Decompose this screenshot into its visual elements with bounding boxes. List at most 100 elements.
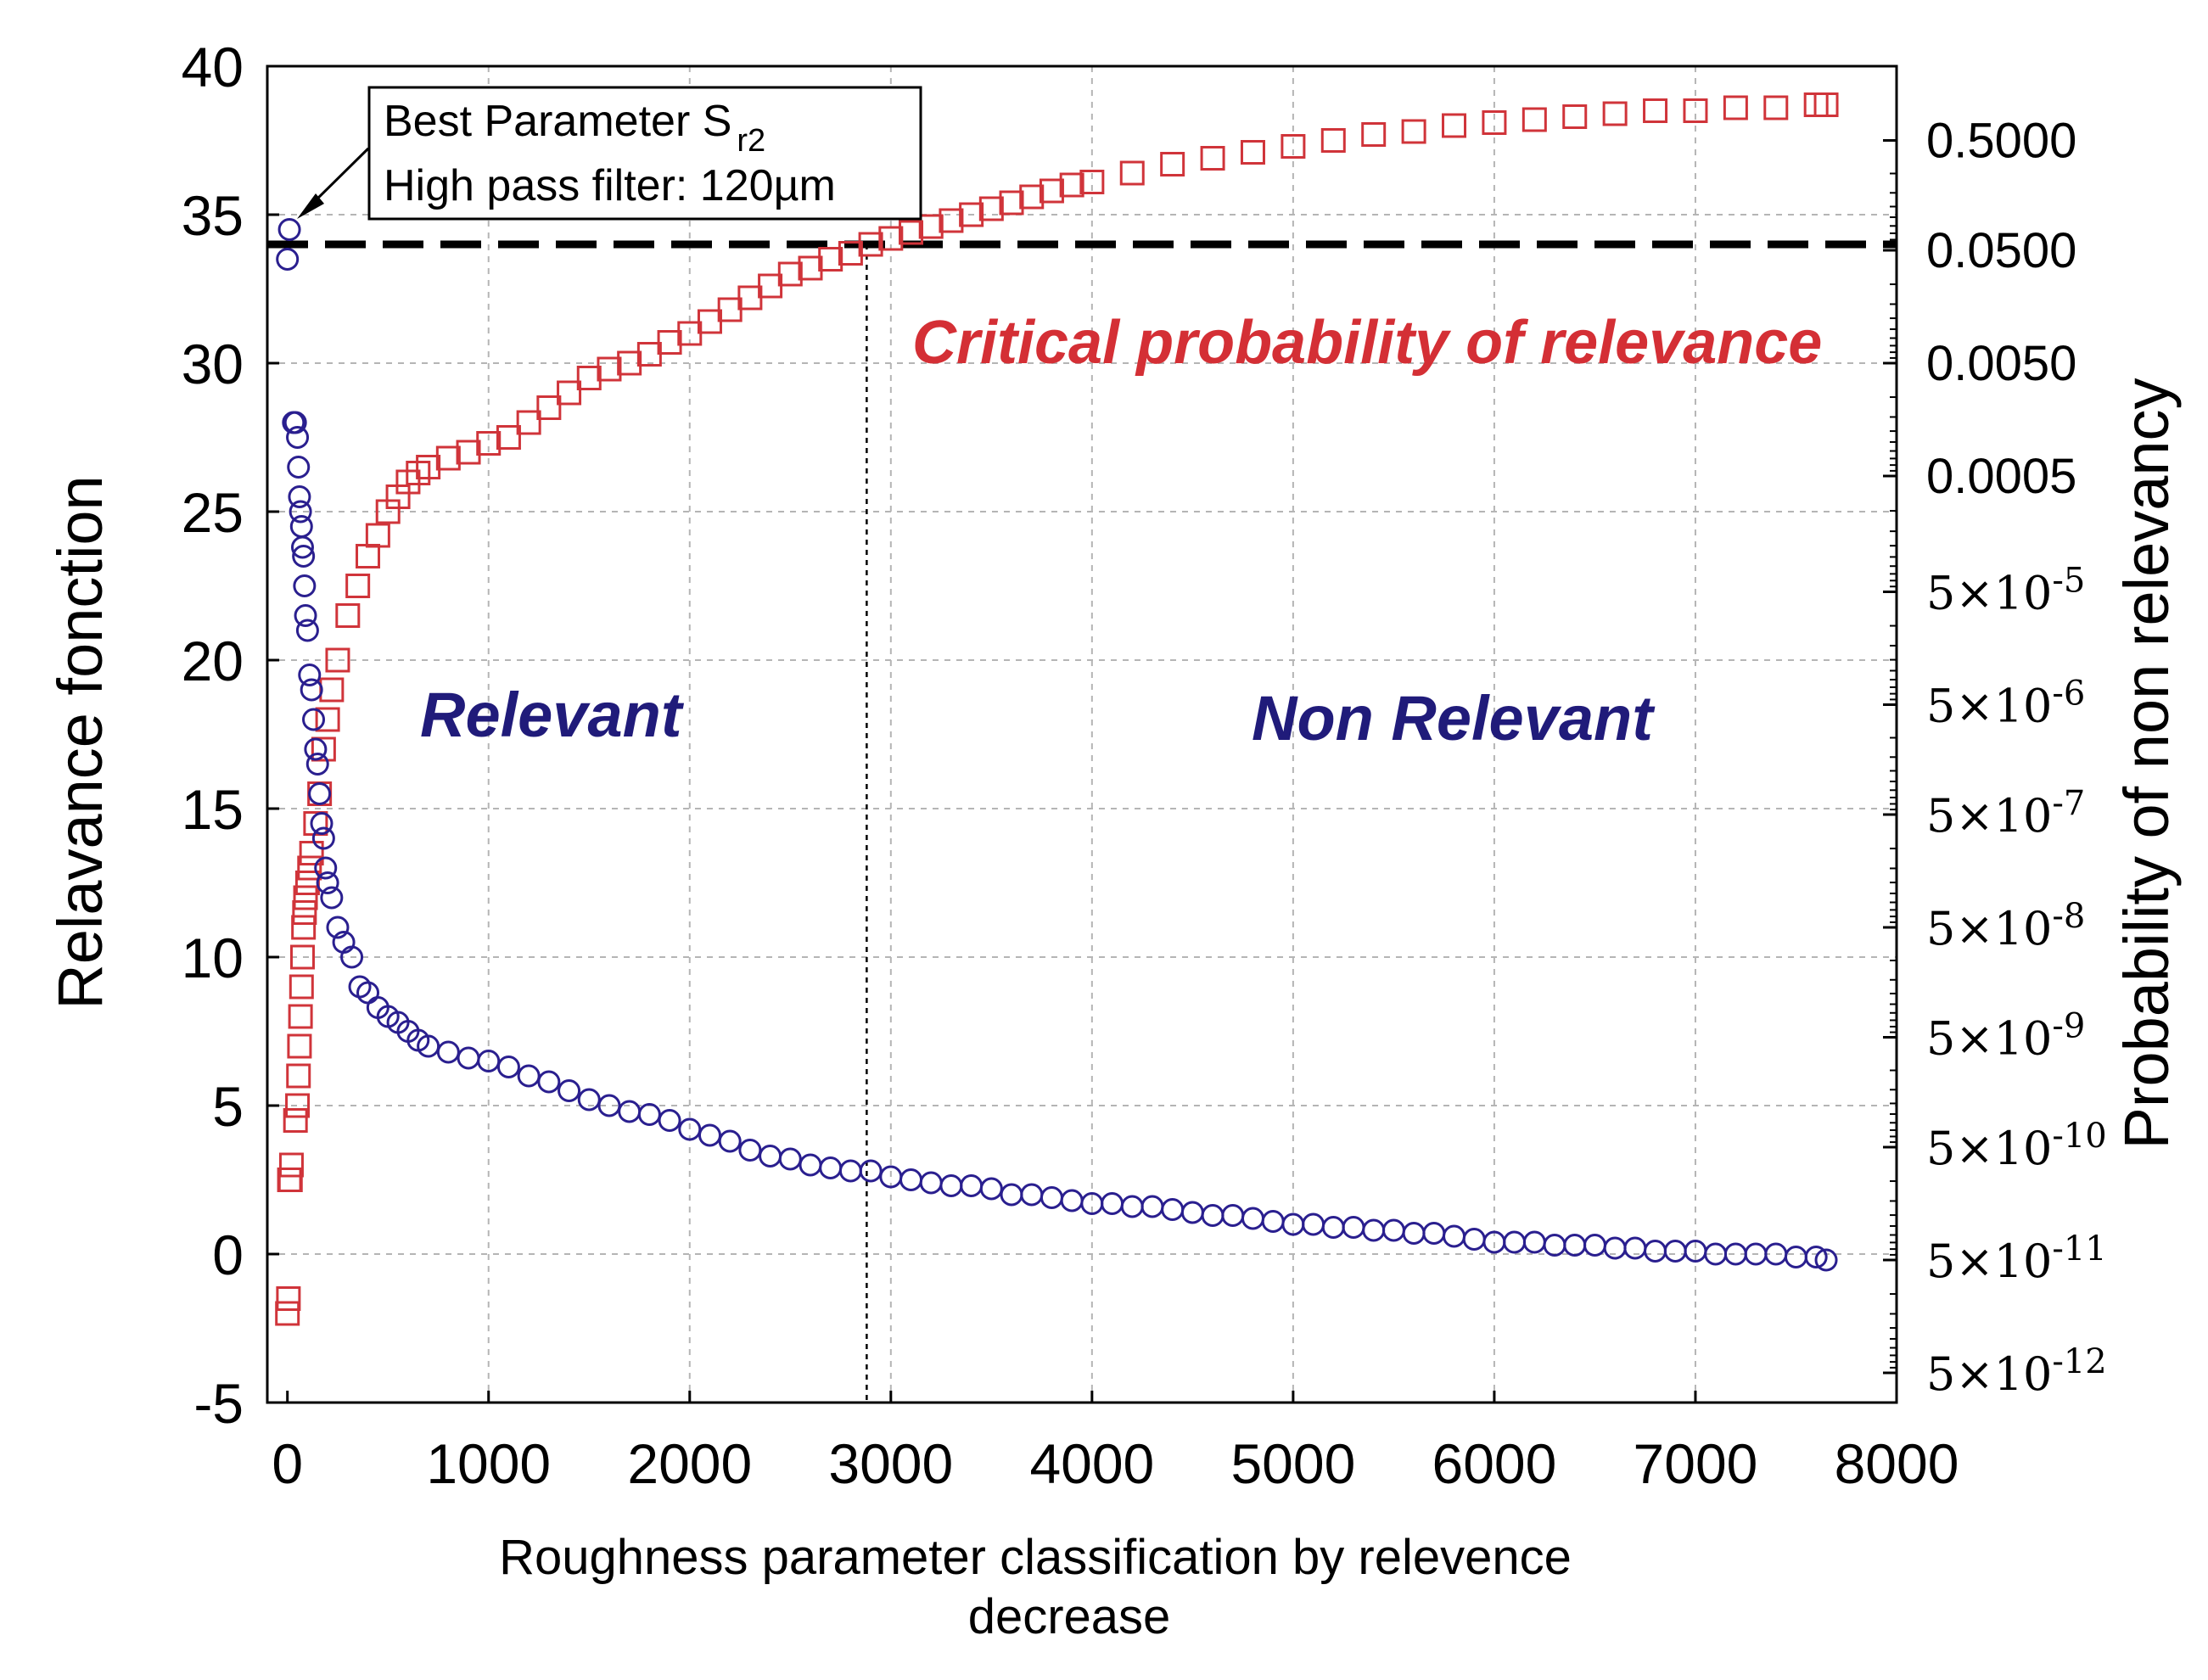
relevance-point [718, 1129, 742, 1153]
relevance-point [314, 856, 338, 880]
y-tick-label: 25 [182, 481, 244, 544]
probability-point [1813, 92, 1839, 117]
relevance-point [1221, 1204, 1245, 1227]
probability-point [1361, 122, 1387, 147]
probability-point [959, 202, 984, 227]
probability-point [576, 366, 602, 390]
relevance-point [838, 1159, 862, 1183]
probability-point [276, 1286, 301, 1311]
probability-point [294, 871, 320, 895]
relevance-point [290, 535, 314, 559]
relevance-point [759, 1145, 782, 1168]
relevance-point [799, 1153, 822, 1177]
right-y-axis-ticks: 0.5000 0.0500 0.0050 0.0005 5×10-5 5×10-6 5×10… [1883, 114, 2107, 1401]
probability-series [275, 92, 1839, 1326]
right-tick-label: 0.5000 [1926, 114, 2076, 169]
y-tick-label: 0 [212, 1224, 244, 1286]
relevance-point [287, 456, 311, 479]
x-axis-ticks: 0 1000 2000 3000 4000 5000 6000 7000 8000 [272, 1391, 1959, 1495]
probability-point [293, 885, 318, 910]
probability-point [278, 1152, 304, 1178]
relevance-point [1804, 1246, 1828, 1268]
right-tick-label: 5×10-8 [1926, 897, 2085, 955]
relevance-point [1583, 1234, 1606, 1257]
probability-point [456, 440, 481, 465]
right-tick-label: 5×10-7 [1926, 784, 2085, 843]
x-tick-label: 0 [272, 1432, 303, 1495]
right-tick-label: 0.0500 [1926, 223, 2076, 278]
probability-point [325, 647, 350, 673]
relevance-point [1543, 1234, 1566, 1257]
probability-point [319, 677, 345, 703]
probability-point [617, 350, 642, 376]
relevance-point [979, 1177, 1003, 1201]
y-tick-label: 5 [212, 1075, 244, 1138]
probability-point [838, 241, 863, 266]
relevance-point [340, 945, 364, 969]
probability-point [737, 285, 763, 311]
relevance-point [678, 1117, 702, 1141]
probability-point [291, 915, 317, 940]
relevance-point [1381, 1218, 1405, 1242]
relevance-point [537, 1070, 561, 1094]
probability-point [1482, 110, 1507, 135]
relevance-point [919, 1171, 943, 1195]
probability-point [858, 232, 883, 257]
probability-point [1723, 95, 1748, 120]
probability-point [1442, 113, 1467, 138]
relevance-point [1784, 1246, 1807, 1268]
probability-point [1240, 140, 1265, 165]
probability-point [1039, 178, 1064, 204]
annotation-box [367, 86, 922, 221]
probability-point [918, 214, 944, 239]
probability-point [335, 603, 361, 628]
right-y-axis-label: Probability of non relevancy [2111, 378, 2182, 1149]
probability-point [636, 342, 662, 367]
relevance-point [496, 1056, 520, 1078]
y-tick-label: 30 [182, 333, 244, 395]
relevance-point [1814, 1248, 1838, 1272]
high-pass-filter-label: High pass filter: 120µm [384, 161, 836, 210]
probability-point [299, 841, 324, 865]
relevance-point [1161, 1198, 1185, 1221]
relevance-point [1140, 1195, 1164, 1218]
probability-point [285, 1093, 311, 1118]
relevance-point [1101, 1192, 1124, 1215]
probability-point [1079, 170, 1105, 194]
relevance-point [477, 1050, 501, 1072]
relevance-point [960, 1174, 984, 1197]
right-tick-label: 5×10-10 [1926, 1117, 2107, 1175]
probability-point [818, 247, 843, 272]
right-tick-label: 5×10-11 [1926, 1229, 2107, 1288]
probability-point [1643, 98, 1668, 123]
probability-point [496, 425, 521, 450]
right-tick-label: 0.0050 [1926, 336, 2076, 391]
probability-point [516, 410, 541, 435]
probability-point [1200, 146, 1225, 171]
relevance-point [1503, 1230, 1527, 1254]
relevance-point [1402, 1222, 1426, 1245]
relevance-point [289, 515, 313, 538]
right-tick-label: 0.0005 [1926, 449, 2076, 504]
probability-point [758, 273, 783, 299]
probability-point [292, 900, 317, 925]
relevance-point [1663, 1240, 1687, 1263]
critical-probability-label: Critical probability of relevance [912, 309, 1822, 377]
relevance-point [738, 1139, 762, 1162]
relevance-point [558, 1079, 581, 1102]
probability-point [416, 455, 441, 479]
relevance-point [457, 1046, 480, 1070]
relevance-point [859, 1159, 883, 1183]
relevance-point [577, 1088, 601, 1112]
probability-point [289, 974, 314, 1000]
relevance-point [308, 782, 332, 805]
relevance-point [292, 545, 316, 568]
relevance-point [1362, 1218, 1386, 1242]
probability-point [287, 1033, 312, 1059]
relevance-point [294, 604, 317, 627]
probability-point [557, 380, 582, 406]
relevance-point [326, 916, 350, 939]
probability-point [277, 1168, 303, 1192]
